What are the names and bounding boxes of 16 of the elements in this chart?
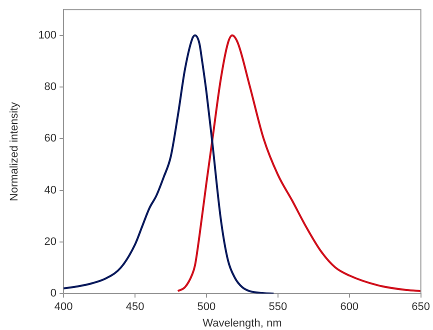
y-tick-label: 80 [44,81,57,94]
y-tick-label: 100 [38,29,57,42]
y-axis-title: Normalized intensity [8,102,21,202]
x-tick-label: 650 [412,301,430,314]
y-tick-label: 40 [44,184,57,196]
x-tick-label: 450 [126,301,144,314]
y-tick-label: 20 [44,236,57,248]
line-series [64,34,275,294]
x-tick-label: 400 [54,301,73,314]
x-tick-label: 500 [197,301,216,314]
line-series [176,34,421,292]
y-tick-label: 60 [44,132,57,145]
y-tick-label: 0 [50,288,57,300]
x-axis-title: Wavelength, nm [202,317,282,330]
x-tick-label: 550 [268,301,288,314]
x-tick-label: 600 [340,301,359,314]
